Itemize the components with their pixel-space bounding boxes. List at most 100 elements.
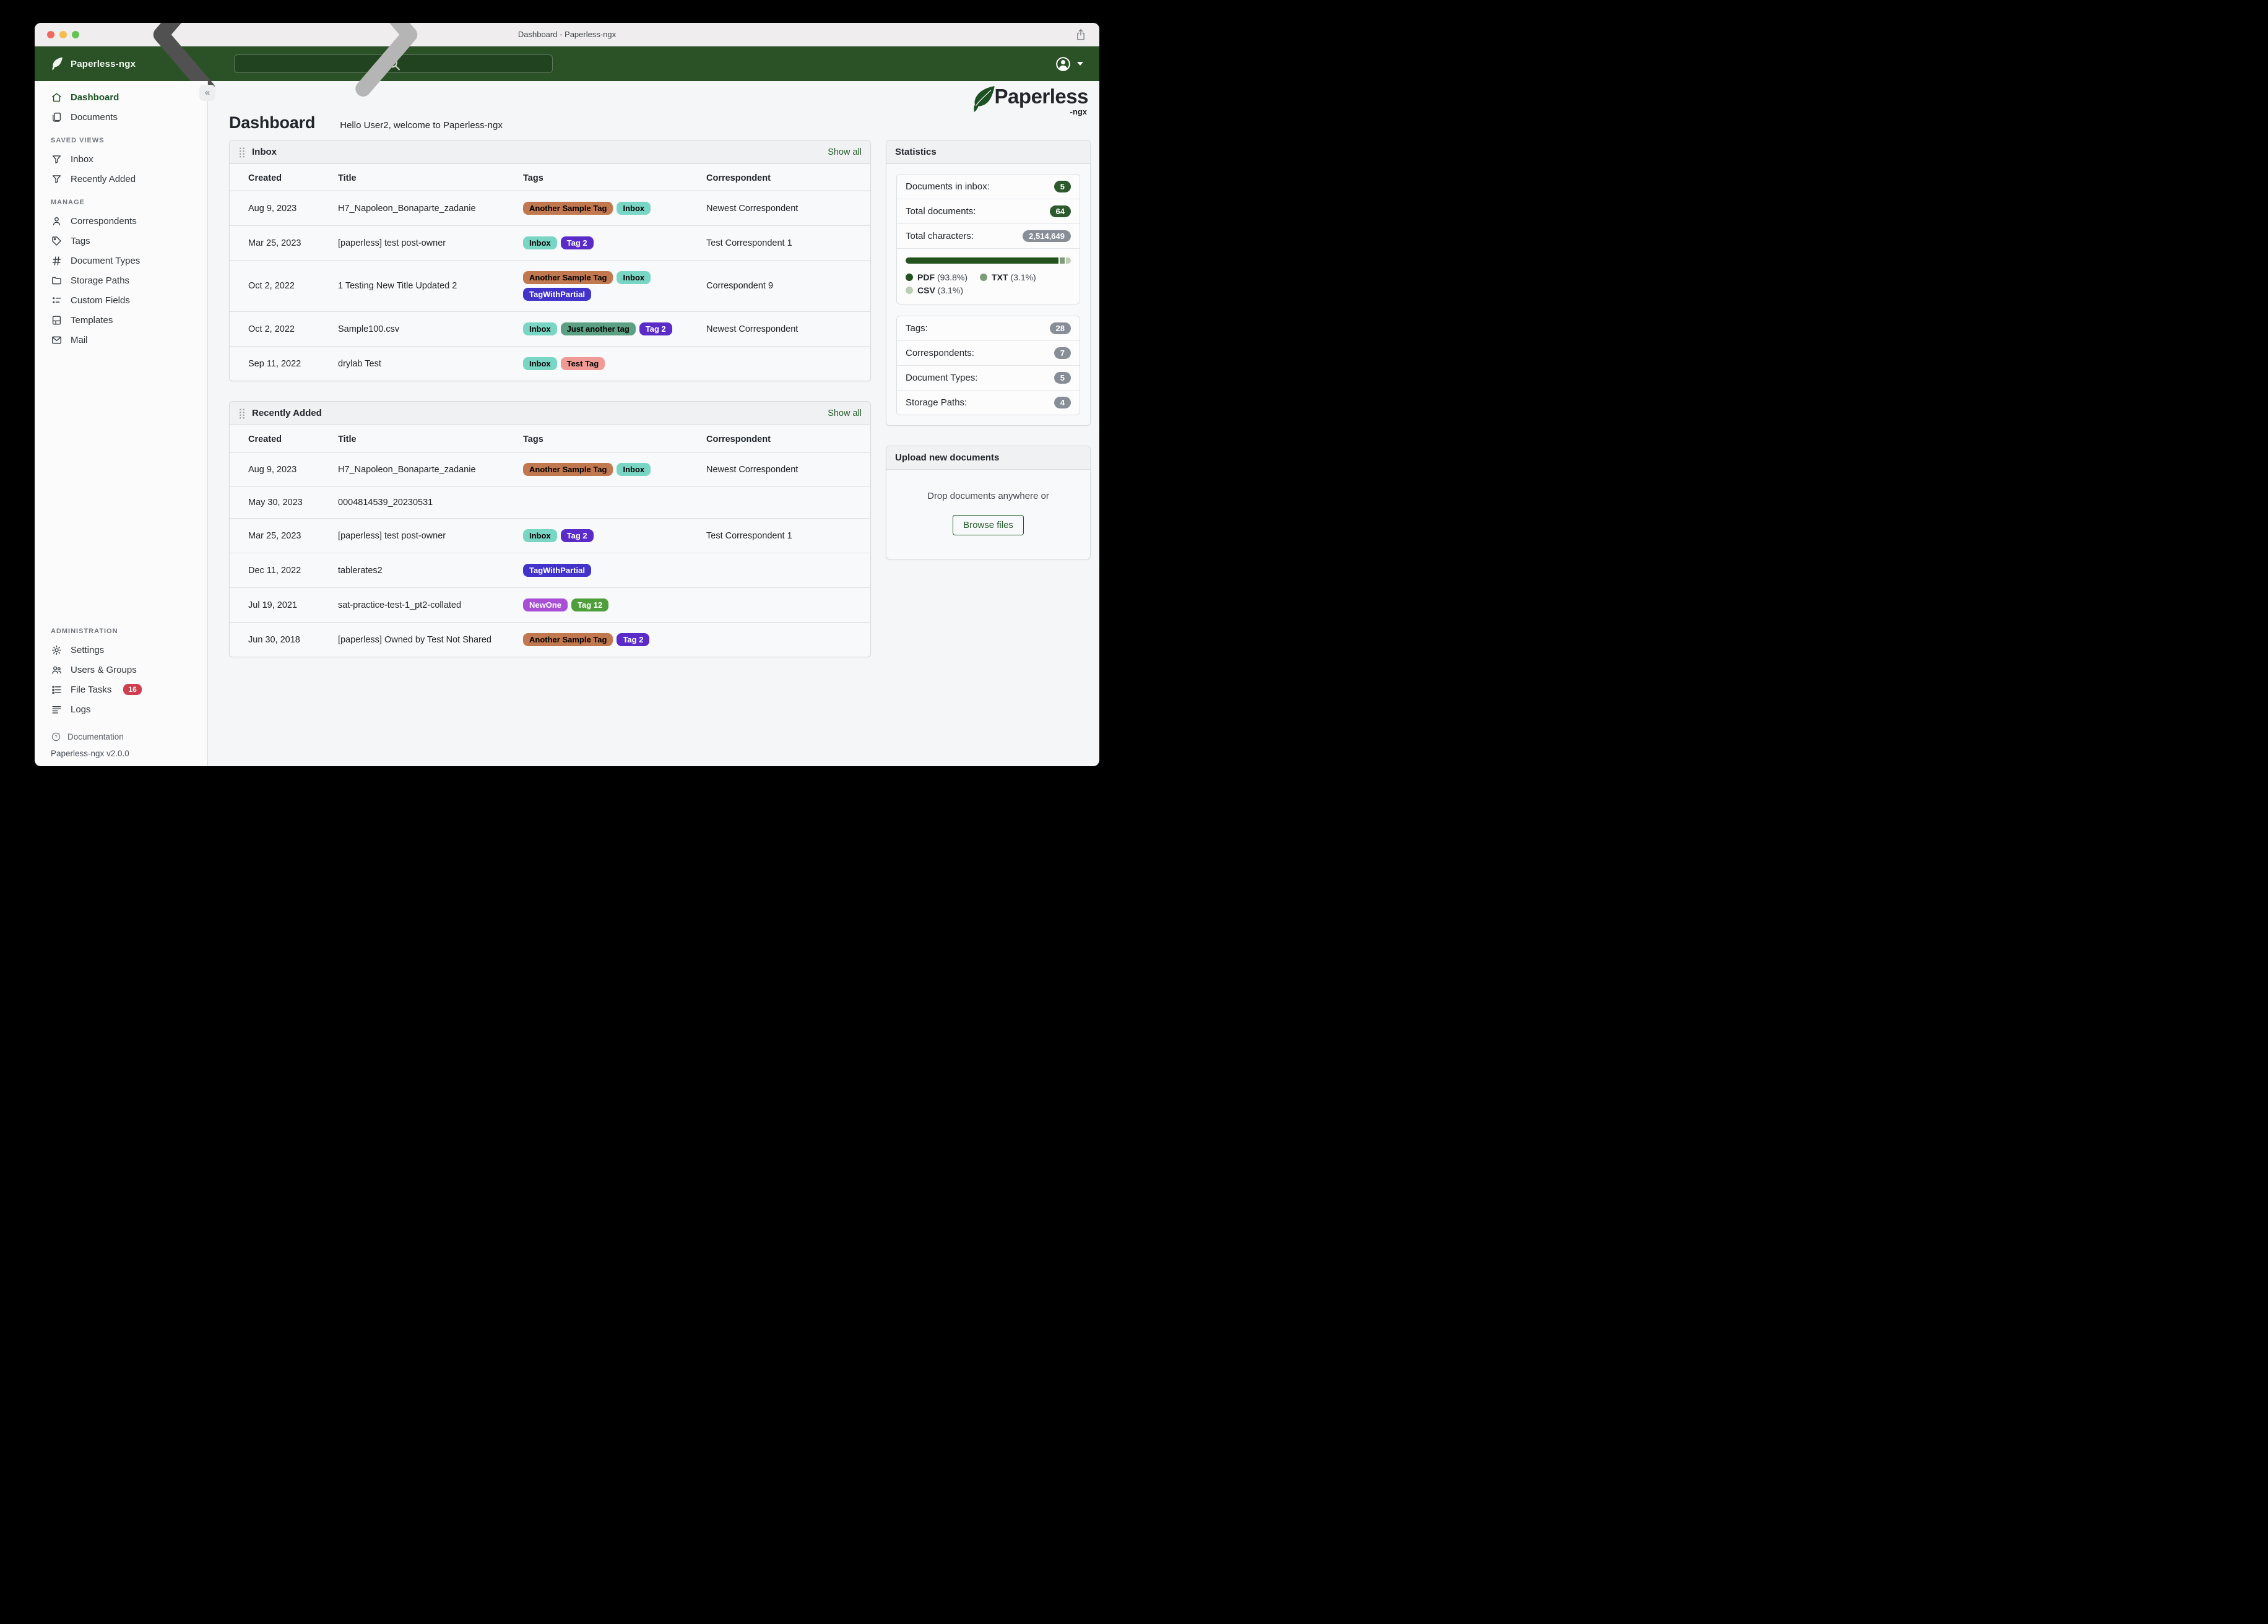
sidebar-item-label: Mail: [71, 334, 88, 345]
document-row[interactable]: Oct 2, 2022 Sample100.csv Inbox Just anothe…: [230, 311, 870, 347]
card-title: Upload new documents: [895, 452, 1000, 463]
tag-pill[interactable]: Tag 2: [617, 633, 650, 646]
document-row[interactable]: Oct 2, 2022 1 Testing New Title Updated 2…: [230, 260, 870, 312]
tag-pill[interactable]: Inbox: [523, 357, 557, 370]
title-cell: 0004814539_20230531: [338, 486, 523, 519]
stat-count-badge: 7: [1054, 347, 1071, 359]
document-row[interactable]: Jun 30, 2018 [paperless] Owned by Test No…: [230, 623, 870, 657]
browse-files-button[interactable]: Browse files: [953, 515, 1024, 535]
tag-pill[interactable]: Another Sample Tag: [523, 271, 613, 284]
sidebar-item-templates[interactable]: Templates: [35, 310, 207, 330]
created-cell: Mar 25, 2023: [230, 225, 338, 261]
tag-pill[interactable]: Another Sample Tag: [523, 202, 613, 215]
sidebar-item-label: Document Types: [71, 255, 141, 266]
stat-row-total-characters: Total characters: 2,514,649: [897, 224, 1080, 249]
sidebar-item-custom-fields[interactable]: Custom Fields: [35, 290, 207, 310]
tag-pill[interactable]: Tag 2: [560, 236, 594, 249]
brand[interactable]: Paperless-ngx: [35, 56, 208, 71]
created-cell: Dec 11, 2022: [230, 553, 338, 588]
tag-pill[interactable]: NewOne: [523, 598, 568, 611]
sidebar-collapse-button[interactable]: «: [199, 85, 215, 101]
tag-pill[interactable]: Inbox: [523, 322, 557, 335]
sidebar-item-documents[interactable]: Documents: [35, 107, 207, 127]
minimize-window-button[interactable]: [59, 30, 67, 38]
tag-pill[interactable]: Another Sample Tag: [523, 633, 613, 646]
document-row[interactable]: Dec 11, 2022 tablerates2 TagWithPartial: [230, 553, 870, 588]
tags-cell: Another Sample Tag Tag 2: [523, 623, 706, 657]
sidebar-item-tags[interactable]: Tags: [35, 231, 207, 251]
title-cell: drylab Test: [338, 358, 381, 369]
sidebar-item-settings[interactable]: Settings: [35, 640, 207, 660]
file-type-bar: [906, 257, 1071, 264]
inbox-table: Created Title Tags Correspondent Aug 9, 2023…: [230, 164, 870, 381]
tag-pill[interactable]: Inbox: [523, 529, 557, 542]
share-icon[interactable]: [1075, 28, 1087, 41]
drag-handle-icon[interactable]: [238, 147, 246, 158]
legend-dot-icon: [906, 274, 913, 281]
user-menu[interactable]: [1055, 56, 1083, 72]
recently-added-card-header: Recently Added Show all: [230, 402, 870, 425]
tag-pill[interactable]: Tag 12: [571, 598, 609, 611]
tag-pill[interactable]: Tag 2: [560, 529, 594, 542]
stat-row-correspondents: Correspondents: 7: [897, 341, 1080, 366]
tag-pill[interactable]: Tag 2: [639, 322, 672, 335]
sidebar-item-users-groups[interactable]: Users & Groups: [35, 660, 207, 680]
created-cell: Sep 11, 2022: [248, 358, 301, 369]
tag-pill[interactable]: TagWithPartial: [523, 288, 591, 301]
file-type-legend-item: PDF (93.8%): [906, 272, 967, 282]
document-row[interactable]: Aug 9, 2023 H7_Napoleon_Bonaparte_zadanie…: [230, 452, 870, 487]
created-cell: Jul 19, 2021: [230, 587, 338, 623]
sidebar-item-mail[interactable]: Mail: [35, 330, 207, 350]
correspondent-cell: Correspondent 9: [706, 260, 870, 312]
sidebar-item-document-types[interactable]: Document Types: [35, 251, 207, 270]
sidebar-item-label: Custom Fields: [71, 295, 130, 306]
tag-pill[interactable]: Inbox: [523, 236, 557, 249]
column-header-tags: Tags: [523, 425, 706, 452]
documentation-link[interactable]: ? Documentation: [35, 728, 207, 745]
tag-pill[interactable]: Inbox: [617, 271, 651, 284]
sidebar-item-inbox[interactable]: Inbox: [35, 149, 207, 169]
tag-pill[interactable]: Just another tag: [560, 322, 636, 335]
drag-handle-icon[interactable]: [238, 408, 246, 419]
sidebar-item-storage-paths[interactable]: Storage Paths: [35, 270, 207, 290]
help-icon: ?: [51, 732, 61, 742]
document-row[interactable]: Aug 9, 2023 H7_Napoleon_Bonaparte_zadanie…: [230, 191, 870, 226]
upload-dropzone[interactable]: Drop documents anywhere or Browse files: [886, 470, 1090, 559]
tags-cell: NewOne Tag 12: [523, 587, 706, 623]
hash-icon: [51, 255, 63, 267]
document-row[interactable]: Mar 25, 2023 [paperless] test post-owner I…: [230, 518, 870, 553]
back-icon[interactable]: [95, 23, 281, 127]
top-navbar: Paperless-ngx: [35, 46, 1099, 81]
close-window-button[interactable]: [47, 30, 54, 38]
tag-pill[interactable]: Inbox: [617, 202, 651, 215]
main-content: Paperless -ngx Dashboard Hello User2, we…: [208, 81, 1099, 766]
document-row[interactable]: Mar 25, 2023 [paperless] test post-owner I…: [230, 225, 870, 261]
title-cell: 1 Testing New Title Updated 2: [338, 260, 523, 312]
sidebar-item-file-tasks[interactable]: File Tasks 16: [35, 680, 207, 699]
sidebar-item-correspondents[interactable]: Correspondents: [35, 211, 207, 231]
sidebar-item-logs[interactable]: Logs: [35, 699, 207, 719]
forward-icon[interactable]: [290, 23, 475, 127]
sidebar-item-dashboard[interactable]: Dashboard: [35, 87, 207, 107]
document-row[interactable]: May 30, 2023 0004814539_20230531: [230, 486, 870, 519]
tags-cell: Inbox Tag 2: [523, 518, 706, 553]
legend-dot-icon: [906, 287, 913, 294]
sidebar-item-recently-added[interactable]: Recently Added: [35, 169, 207, 189]
created-cell: Aug 9, 2023: [230, 452, 338, 487]
tag-pill[interactable]: Inbox: [617, 463, 651, 476]
zoom-window-button[interactable]: [72, 30, 79, 38]
documents-icon: [51, 111, 63, 123]
show-all-link[interactable]: Show all: [828, 147, 862, 157]
tag-pill[interactable]: TagWithPartial: [523, 564, 591, 577]
document-row[interactable]: Sep 11, 2022 drylab Test Inbox Test Tag: [230, 347, 870, 381]
document-row[interactable]: Jul 19, 2021 sat-practice-test-1_pt2-coll…: [230, 587, 870, 623]
created-cell: Oct 2, 2022: [230, 260, 338, 312]
leaf-icon: [969, 85, 997, 113]
column-header-created: Created: [230, 425, 338, 452]
stat-label: Storage Paths:: [906, 397, 967, 408]
tag-pill[interactable]: Another Sample Tag: [523, 463, 613, 476]
app-version: Paperless-ngx v2.0.0: [51, 749, 129, 758]
tag-pill[interactable]: Test Tag: [560, 357, 605, 370]
inbox-card-header: Inbox Show all: [230, 140, 870, 164]
show-all-link[interactable]: Show all: [828, 408, 862, 418]
